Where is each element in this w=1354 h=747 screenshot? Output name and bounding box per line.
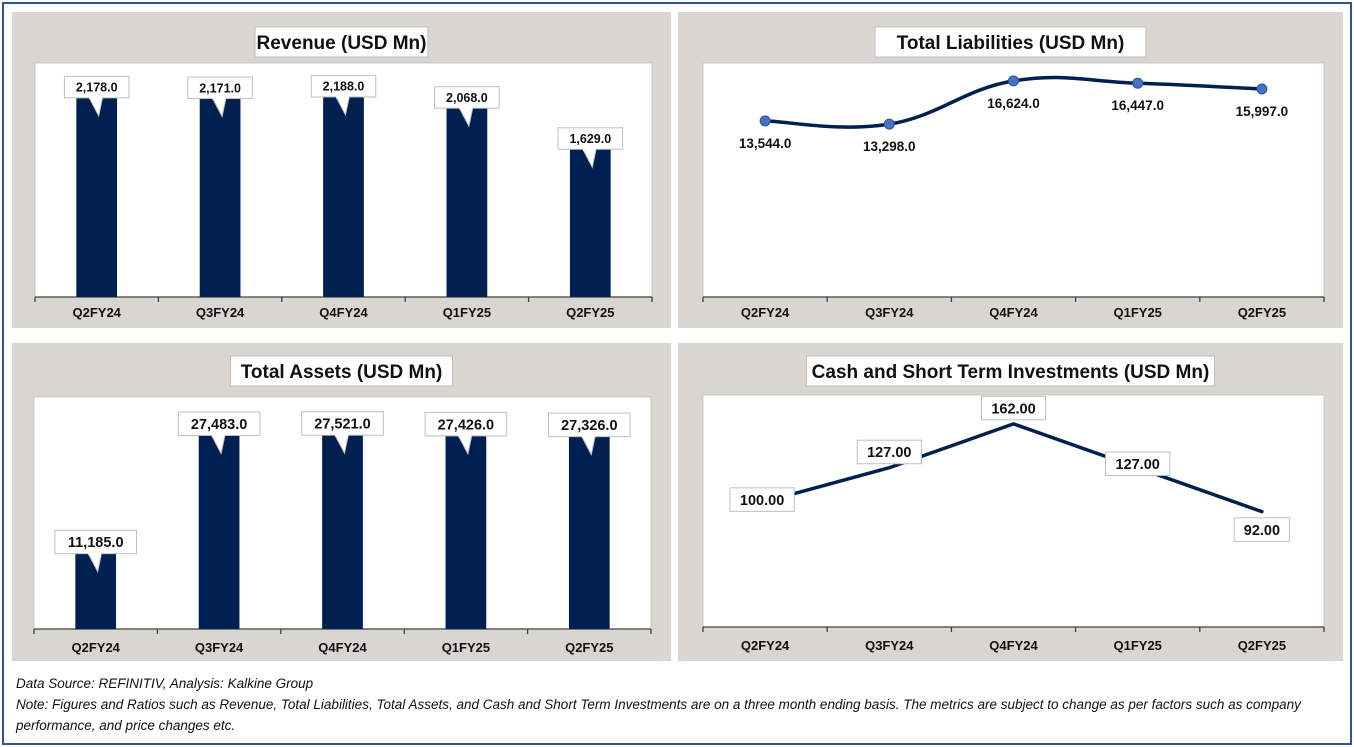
plot-area <box>702 62 1325 298</box>
x-tick-label: Q1FY25 <box>1113 305 1161 320</box>
data-label-text: 2,178.0 <box>76 81 118 95</box>
plot-area <box>702 394 1325 628</box>
data-label: 13,544.0 <box>739 136 792 151</box>
data-label-text: 2,188.0 <box>323 80 365 94</box>
liabilities-chart-svg: Total Liabilities (USD Mn) Q2FY24 Q3FY24 Q4… <box>702 26 1325 320</box>
x-tick-label: Q3FY24 <box>196 305 245 320</box>
chart-title: Revenue (USD Mn) <box>257 33 427 54</box>
x-tick-label: Q1FY25 <box>443 305 491 320</box>
data-label-text: 1,629.0 <box>569 132 611 146</box>
bar <box>199 93 241 297</box>
data-label-text: 11,185.0 <box>68 535 124 551</box>
data-label: 11,185.0 <box>54 529 137 574</box>
note-text: Note: Figures and Ratios such as Revenue… <box>16 697 1301 733</box>
data-label-text: 2,068.0 <box>446 91 488 105</box>
bar <box>569 144 611 297</box>
x-tick-label: Q4FY24 <box>989 638 1038 653</box>
data-label: 162.00 <box>980 395 1047 421</box>
cash-chart-svg: Cash and Short Term Investments (USD Mn)… <box>702 355 1325 653</box>
data-label: 16,624.0 <box>987 96 1040 111</box>
data-label: 2,171.0 <box>187 76 253 119</box>
data-label-text: 2,171.0 <box>199 81 241 95</box>
data-label: 127.00 <box>856 439 922 465</box>
x-tick-label: Q3FY24 <box>195 640 244 655</box>
chart-title: Cash and Short Term Investments (USD Mn) <box>812 362 1210 383</box>
data-label-text: 27,521.0 <box>314 417 370 433</box>
data-point <box>759 115 771 127</box>
data-label: 2,178.0 <box>63 75 130 118</box>
data-label-text: 92.00 <box>1244 523 1280 539</box>
data-point <box>1256 83 1268 95</box>
x-tick-label: Q2FY25 <box>566 305 614 320</box>
bar <box>568 430 610 629</box>
data-source-text: Data Source: REFINITIV, Analysis: Kalkin… <box>16 676 314 691</box>
data-label: 2,188.0 <box>310 74 377 117</box>
data-label-text: 127.00 <box>1116 457 1160 473</box>
x-tick-label: Q4FY24 <box>319 305 368 320</box>
data-label-text: 127.00 <box>867 445 911 461</box>
data-label-text: 27,426.0 <box>438 417 494 433</box>
x-tick-label: Q2FY25 <box>565 640 613 655</box>
x-tick-label: Q2FY25 <box>1238 638 1286 653</box>
data-label-text: 27,326.0 <box>561 418 617 434</box>
bar <box>445 430 487 629</box>
data-label: 1,629.0 <box>557 127 624 169</box>
data-label: 27,521.0 <box>301 411 384 455</box>
data-label: 16,447.0 <box>1111 98 1164 113</box>
chart-title-box: Cash and Short Term Investments (USD Mn) <box>805 355 1216 387</box>
data-point <box>883 118 895 130</box>
assets-chart-svg: Total Assets (USD Mn) Q2FY24 Q3FY24 Q4FY24 Q… <box>33 355 652 655</box>
chart-title-box: Total Assets (USD Mn) <box>230 355 453 387</box>
bar <box>323 92 364 297</box>
footer-notes: Data Source: REFINITIV, Analysis: Kalkin… <box>16 673 1336 736</box>
x-tick-label: Q2FY24 <box>72 305 121 320</box>
bar <box>322 429 363 629</box>
series-line <box>763 422 1264 514</box>
data-label: 27,426.0 <box>424 411 508 456</box>
data-label: 27,483.0 <box>177 411 261 455</box>
x-tick-label: Q4FY24 <box>318 640 367 655</box>
data-label: 13,298.0 <box>863 139 916 154</box>
data-label-text: 27,483.0 <box>191 417 247 433</box>
x-tick-label: Q2FY24 <box>71 640 120 655</box>
bar <box>198 429 240 629</box>
chart-title: Total Assets (USD Mn) <box>241 362 443 383</box>
data-label: 100.00 <box>729 487 795 512</box>
data-label-text: 100.00 <box>740 493 784 509</box>
data-label: 27,326.0 <box>548 412 631 457</box>
data-label: 2,068.0 <box>434 86 500 128</box>
x-tick-label: Q2FY24 <box>741 305 790 320</box>
data-label: 15,997.0 <box>1236 104 1289 119</box>
data-label: 92.00 <box>1233 517 1291 542</box>
x-tick-label: Q3FY24 <box>865 305 914 320</box>
total-liabilities-chart-panel: Total Liabilities (USD Mn) Q2FY24 Q3FY24 Q4… <box>678 12 1343 328</box>
chart-title: Total Liabilities (USD Mn) <box>897 33 1125 54</box>
x-tick-label: Q2FY24 <box>741 638 790 653</box>
x-tick-label: Q1FY25 <box>1113 638 1161 653</box>
data-label-text: 162.00 <box>991 401 1035 417</box>
revenue-chart-svg: Revenue (USD Mn) Q2FY24 Q3FY24 Q4FY24 Q1FY25… <box>34 26 653 320</box>
chart-title-box: Revenue (USD Mn) <box>254 26 429 58</box>
bar <box>76 93 118 298</box>
data-point <box>1132 77 1144 89</box>
revenue-chart-panel: Revenue (USD Mn) Q2FY24 Q3FY24 Q4FY24 Q1FY25… <box>12 12 671 328</box>
chart-title-box: Total Liabilities (USD Mn) <box>874 26 1147 58</box>
data-point <box>1008 75 1019 87</box>
bar <box>446 103 488 297</box>
x-tick-label: Q2FY25 <box>1238 305 1286 320</box>
x-tick-label: Q3FY24 <box>865 638 914 653</box>
total-assets-chart-panel: Total Assets (USD Mn) Q2FY24 Q3FY24 Q4FY24 Q… <box>12 343 671 661</box>
x-tick-label: Q1FY25 <box>442 640 490 655</box>
cash-investments-chart-panel: Cash and Short Term Investments (USD Mn)… <box>678 343 1343 661</box>
x-tick-label: Q4FY24 <box>989 305 1038 320</box>
data-label: 127.00 <box>1105 451 1171 476</box>
